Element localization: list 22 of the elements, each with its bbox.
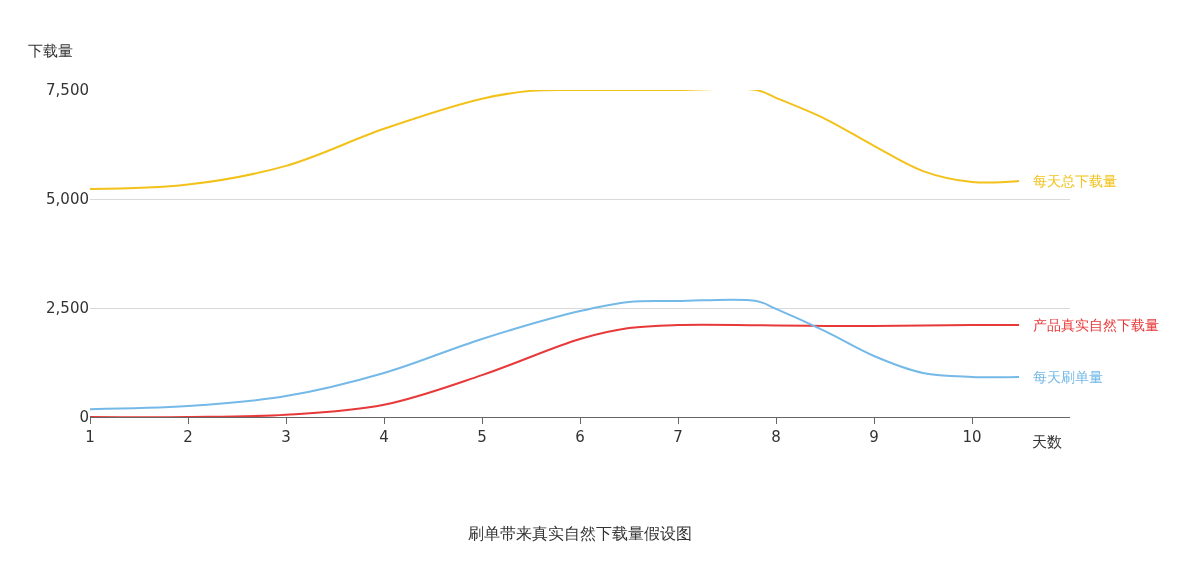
x-tick-label: 2 (183, 428, 193, 446)
x-tick-label: 3 (281, 428, 291, 446)
x-tick-label: 10 (962, 428, 982, 446)
x-axis-title: 天数 (1032, 433, 1062, 451)
y-tick-label: 5,000 (46, 190, 89, 209)
x-tick-label: 4 (379, 428, 389, 446)
series-label: 每天总下载量 (1033, 173, 1117, 189)
text: 刷单带来真实自然下载量假设图 (468, 524, 692, 543)
x-tick-label: 6 (575, 428, 585, 446)
x-tick-label: 1 (85, 428, 95, 446)
y-tick-label: 0 (79, 408, 89, 427)
y-axis-title: 下载量 (28, 42, 73, 60)
y-tick-label: 2,500 (46, 299, 89, 318)
x-tick-label: 7 (673, 428, 683, 446)
line-series (90, 90, 1021, 190)
x-tick-label: 9 (869, 428, 879, 446)
x-tick-label: 8 (771, 428, 781, 446)
y-tick-label: 7,500 (46, 81, 89, 100)
x-tick-label: 5 (477, 428, 487, 446)
series-label: 每天刷单量 (1033, 369, 1103, 385)
line-series (90, 323, 1021, 417)
series-label: 产品真实自然下载量 (1033, 317, 1159, 333)
